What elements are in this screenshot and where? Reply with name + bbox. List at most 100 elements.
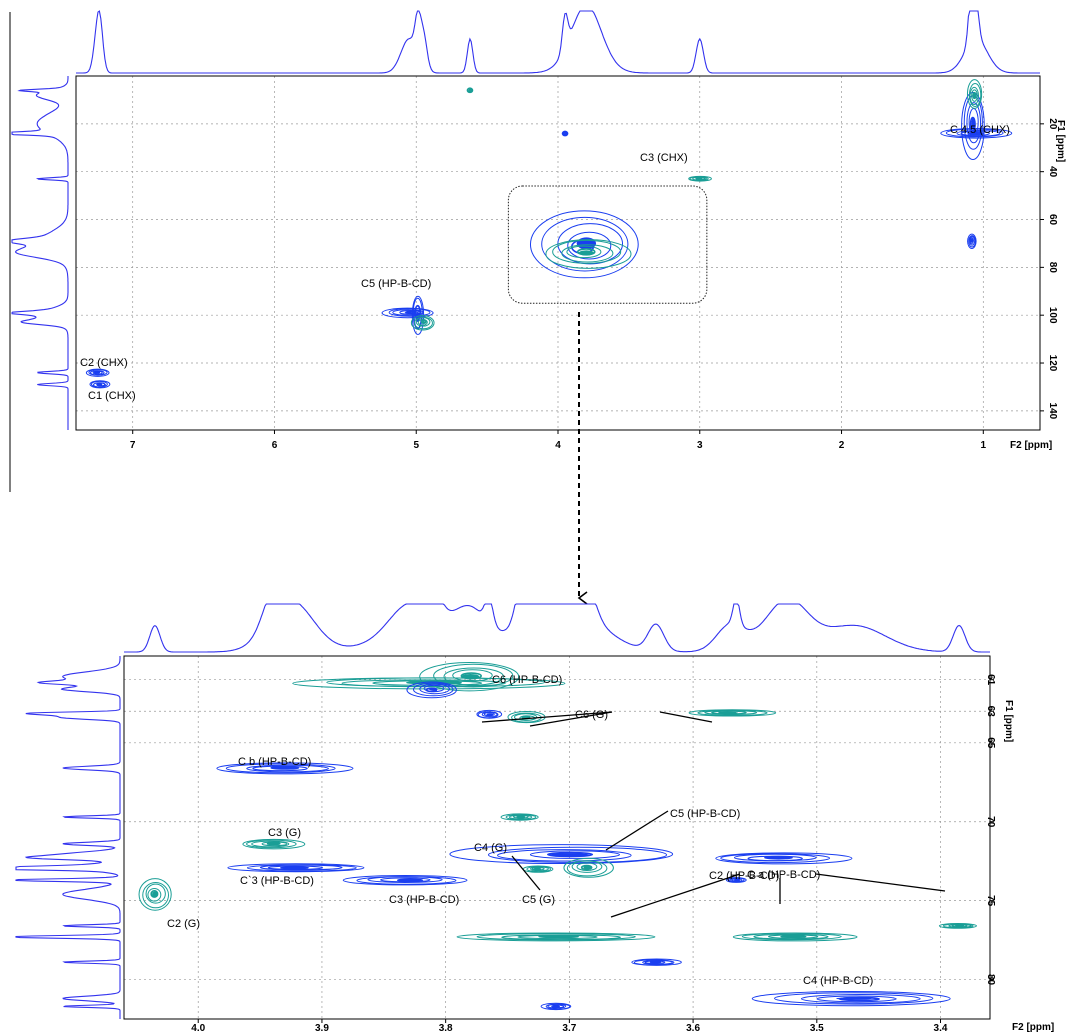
peak-contour-1-1 <box>433 663 514 688</box>
cross-peak-5 <box>561 130 569 137</box>
peak-contour-8-1 <box>246 839 297 849</box>
peak-contour-14-2 <box>530 866 549 872</box>
peak-contour-17-2 <box>501 934 622 941</box>
peak-contour-2-2 <box>419 683 450 695</box>
cross-peak-15 <box>725 877 747 883</box>
cross-peak-11 <box>410 315 435 331</box>
cross-peak-2 <box>406 681 457 699</box>
peak-contour-11-2 <box>571 860 603 873</box>
bottom-f1-projection <box>15 656 121 1019</box>
peak-core-14 <box>535 868 542 870</box>
peak-contour-2-1 <box>412 682 454 697</box>
peak-contour-9-1 <box>388 308 431 317</box>
peak-core-7 <box>516 816 524 818</box>
peak-contour-22-0 <box>751 991 951 1007</box>
peak-label-4: C1 (CHX) <box>88 390 136 402</box>
peak-contour-8-3 <box>566 245 602 259</box>
peak-label-8: C3 (HP-B-CD) <box>389 894 459 906</box>
bottom-annotations: C6 (HP-B-CD) C6 (G) C b (HP-B-CD) C5 (HP-B-… <box>167 674 873 987</box>
cross-peak-4 <box>688 175 712 182</box>
bottom-y-axis-title: F1 [ppm] <box>1003 700 1014 742</box>
peak-contour-1-1 <box>945 128 1004 138</box>
peak-contour-9-3 <box>529 850 620 859</box>
leader-line-5 <box>610 873 741 918</box>
full-spectrum-panel: 7 6 5 4 3 2 1 20 40 60 80 100 120 140 F2 [ppm] F1 [p… <box>9 10 1066 492</box>
x-tick-label-2: 3.8 <box>439 1023 453 1033</box>
peak-core-21 <box>554 1005 560 1007</box>
peak-core-22 <box>836 997 872 1000</box>
leader-line-4 <box>511 855 541 891</box>
cross-peak-19 <box>938 923 977 929</box>
zoom-region-box <box>507 185 708 304</box>
top-annotations: C 4.5 (CHX) C3 (CHX) C5 (HP-B-CD) C2 (CHX) C… <box>80 124 1010 402</box>
peak-contour-10-1 <box>720 853 831 864</box>
top-x-ticks: 7 6 5 4 3 2 1 <box>130 430 987 451</box>
cross-peak-8 <box>545 239 632 269</box>
peak-contour-12-0 <box>227 863 365 873</box>
bottom-gridlines <box>124 656 990 1019</box>
peak-label-1: C6 (G) <box>575 709 608 721</box>
peak-label-0: C6 (HP-B-CD) <box>492 674 562 686</box>
peak-core-0 <box>971 117 976 130</box>
peak-contour-9-0 <box>449 844 674 865</box>
peak-core-19 <box>955 925 963 927</box>
peak-core-15 <box>734 879 739 881</box>
leader-line-3 <box>605 810 669 851</box>
cross-peak-3 <box>967 233 977 249</box>
x-tick-label-4: 3.6 <box>686 1023 700 1033</box>
x-tick-label-1: 6 <box>272 440 278 451</box>
y-tick-label-4: 100 <box>1047 307 1058 324</box>
x-tick-label-0: 7 <box>130 440 136 451</box>
cross-peak-1 <box>419 661 520 692</box>
bottom-x-axis-title: F2 [ppm] <box>1012 1022 1054 1033</box>
peak-contour-0-2 <box>966 102 982 144</box>
peak-label-4: C3 (G) <box>268 827 301 839</box>
cross-peak-16 <box>138 878 172 911</box>
peak-contour-10-0 <box>715 852 853 865</box>
top-cross-peaks <box>85 79 1013 389</box>
peak-core-11 <box>583 865 593 870</box>
cross-peak-10 <box>715 852 853 865</box>
x-tick-label-1: 3.9 <box>315 1023 329 1033</box>
top-y-axis-title: F1 [ppm] <box>1055 120 1066 162</box>
peak-contour-6-2 <box>246 764 329 773</box>
x-tick-label-0: 4.0 <box>191 1023 205 1033</box>
cross-peak-0 <box>961 91 985 160</box>
peak-contour-2-0 <box>966 79 983 109</box>
peak-core-12 <box>95 371 100 374</box>
peak-core-5 <box>564 132 566 134</box>
peak-contour-17-0 <box>456 932 656 942</box>
cross-peak-13 <box>89 380 111 389</box>
cross-peak-6 <box>216 762 354 775</box>
peak-contour-3-0 <box>967 233 977 249</box>
peak-contour-18-2 <box>753 933 829 940</box>
peak-contour-9-0 <box>381 307 434 319</box>
peak-contour-12-2 <box>89 370 105 376</box>
cross-peak-7 <box>529 210 639 279</box>
peak-label-2: C5 (HP-B-CD) <box>361 278 431 290</box>
peak-contour-7-0 <box>529 210 639 279</box>
peak-contour-7-1 <box>541 216 629 272</box>
peak-contour-16-2 <box>145 883 166 904</box>
peak-contour-6-0 <box>216 762 354 775</box>
y-tick-label-4: 75 <box>985 895 996 907</box>
cross-peak-3 <box>476 709 503 719</box>
peak-contour-13-2 <box>367 876 443 883</box>
peak-contour-6-4 <box>468 89 472 92</box>
peak-core-8 <box>578 250 595 256</box>
peak-contour-8-2 <box>561 244 614 263</box>
bottom-y-ticks: 61 63 65 70 75 80 <box>985 674 996 985</box>
peak-contour-11-0 <box>410 315 435 331</box>
cross-peak-12 <box>85 368 110 377</box>
peak-contour-20-1 <box>633 959 675 966</box>
peak-contour-8-0 <box>545 239 632 269</box>
peak-contour-11-3 <box>576 862 598 872</box>
peak-contour-1-2 <box>956 129 1001 137</box>
peak-contour-11-0 <box>563 857 614 878</box>
peak-label-5: C4 (G) <box>474 842 507 854</box>
peak-core-10 <box>416 311 419 319</box>
y-tick-label-5: 80 <box>985 974 996 986</box>
x-tick-label-6: 3.4 <box>934 1023 948 1033</box>
peak-contour-5-2 <box>704 710 758 715</box>
peak-contour-8-0 <box>242 838 306 850</box>
